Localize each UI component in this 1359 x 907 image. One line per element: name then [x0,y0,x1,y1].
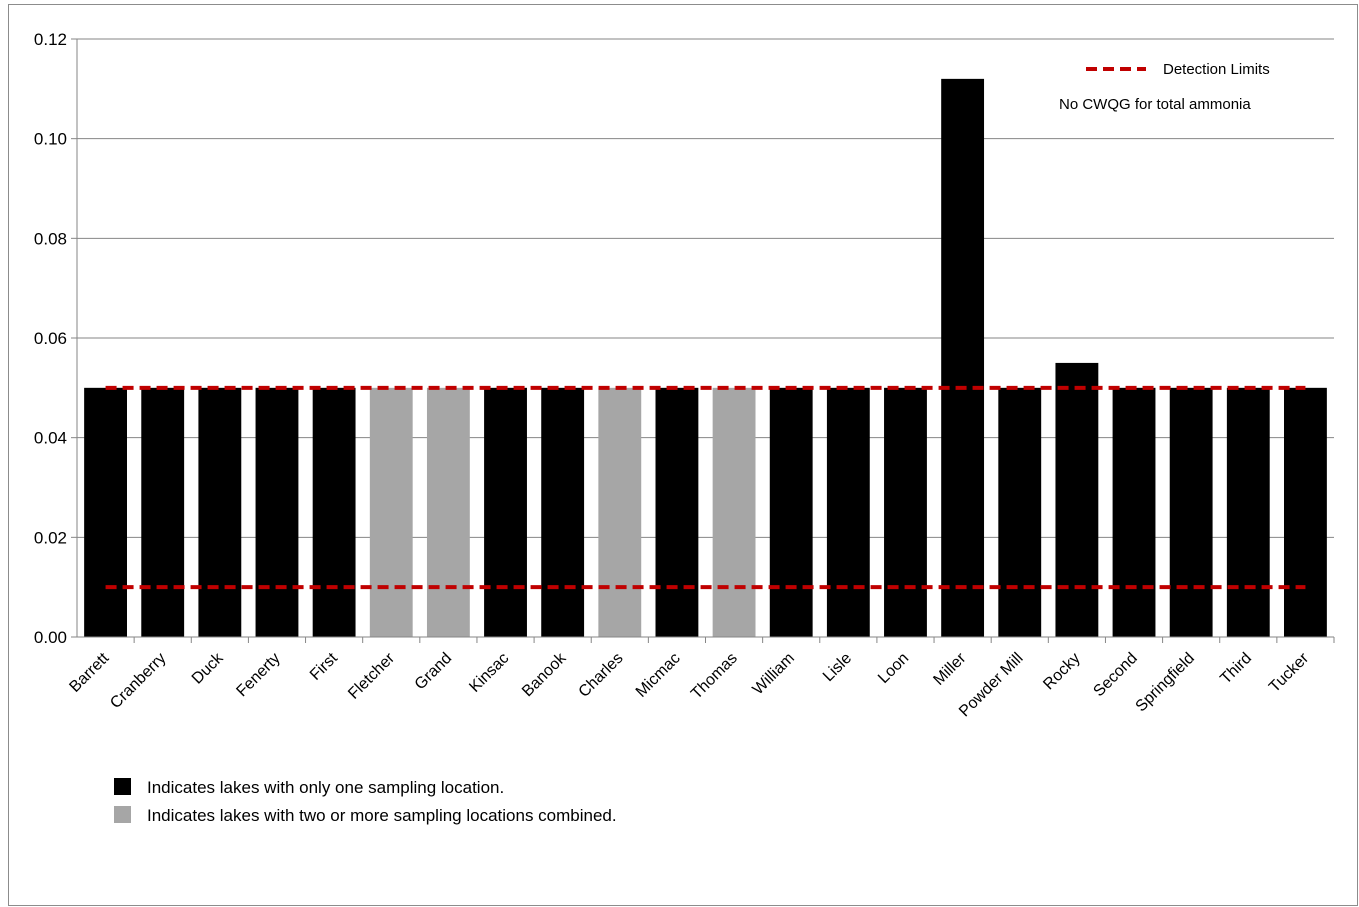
x-tick-label: William [750,650,798,698]
key-swatch-combined [114,806,131,823]
bar-rocky [1055,362,1099,637]
legend-note: No CWQG for total ammonia [1059,96,1251,113]
x-tick-label: Miller [930,649,970,689]
x-tick-label: Fletcher [345,649,398,702]
x-tick-label: Barrett [66,649,112,695]
x-tick-label: Second [1090,650,1140,700]
x-tick-label: Loon [875,650,912,687]
x-tick-label: Kinsac [466,650,512,696]
y-tick-label: 0.12 [34,30,67,49]
bar-duck [198,387,242,637]
bar-miller [941,78,985,637]
bar-springfield [1169,387,1213,637]
bars [84,78,1327,637]
y-tick-label: 0.02 [34,528,67,547]
bar-first [312,387,356,637]
x-tick-label: First [307,649,341,683]
key-label-combined: Indicates lakes with two or more samplin… [147,806,617,825]
bar-fenerty [255,387,299,637]
bar-cranberry [141,387,185,637]
bar-lisle [826,387,870,637]
y-axis-ticks: 0.00 0.02 0.04 0.06 0.08 0.10 0.12 [34,30,77,647]
bar-third [1226,387,1270,637]
x-tick-label: Micmac [633,650,684,701]
chart-frame: 0.00 0.02 0.04 0.06 0.08 0.10 0.12 Barrett Cran… [8,4,1358,906]
x-tick-label: Thomas [688,650,741,703]
x-tick-label: Tucker [1266,649,1313,696]
y-tick-label: 0.06 [34,329,67,348]
x-tick-label: Fenerty [233,650,283,700]
bar-william [769,387,813,637]
x-tick-label: Springfield [1133,650,1198,715]
x-tick-label: Cranberry [107,650,169,712]
bar-thomas [712,387,756,637]
x-tick-label: Duck [189,649,228,688]
bar-second [1112,387,1156,637]
bar-loon [884,387,927,637]
key-label-single: Indicates lakes with only one sampling l… [147,778,504,797]
x-tick-label: Rocky [1040,650,1083,693]
bar-fletcher [369,387,413,637]
detection-lines [105,385,1306,590]
x-tick-label: Grand [412,650,455,693]
x-tick-label: Lisle [820,650,855,685]
y-tick-label: 0.00 [34,628,67,647]
x-tick-label: Third [1217,650,1255,688]
legend: Detection Limits No CWQG for total ammon… [1059,61,1270,113]
bar-banook [541,387,585,637]
bar-powder-mill [998,387,1042,637]
legend-detection-label: Detection Limits [1163,61,1270,78]
bar-kinsac [484,387,527,637]
group-key: Indicates lakes with only one sampling l… [114,778,617,825]
y-tick-label: 0.04 [34,429,67,448]
bar-micmac [655,387,699,637]
y-tick-label: 0.08 [34,229,67,248]
bar-charles [598,387,642,637]
bar-grand [426,387,470,637]
x-tick-label: Charles [576,650,627,701]
x-tick-label: Banook [519,649,570,700]
key-swatch-single [114,778,131,795]
y-tick-label: 0.10 [34,130,67,149]
bar-tucker [1284,387,1327,637]
chart-canvas: 0.00 0.02 0.04 0.06 0.08 0.10 0.12 BarrettCran… [34,30,1335,825]
bar-barrett [84,387,127,637]
